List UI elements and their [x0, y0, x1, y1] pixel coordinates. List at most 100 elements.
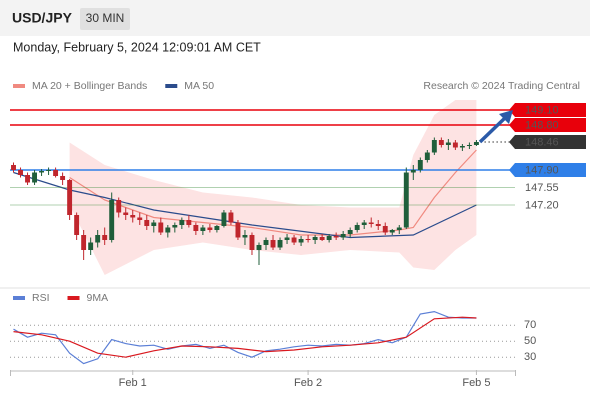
candle-body: [305, 239, 311, 240]
forecast-arrow: [478, 115, 508, 144]
legend-label: MA 20 + Bollinger Bands: [32, 80, 147, 92]
level-label: 149.10: [525, 104, 559, 116]
candle-body: [53, 170, 59, 176]
candle-body: [179, 220, 185, 225]
legend-swatch: [67, 296, 80, 300]
candle-body: [368, 222, 374, 224]
candle-body: [67, 180, 73, 215]
level-label: 148.46: [525, 136, 559, 148]
timeframe: 30 MIN: [86, 11, 125, 25]
level-box: [515, 163, 586, 177]
candle-body: [459, 146, 465, 148]
candle-body: [298, 239, 304, 243]
candle-body: [382, 226, 388, 233]
bollinger-band: [69, 100, 477, 275]
candle-body: [207, 227, 213, 230]
candle-body: [137, 217, 143, 220]
candle-body: [144, 220, 150, 226]
candle-body: [263, 240, 269, 245]
candle-body: [396, 227, 402, 230]
candle-body: [123, 212, 129, 215]
y-tick-label: 70: [524, 319, 536, 331]
rsi-line: [13, 316, 477, 358]
legend-label: RSI: [32, 292, 50, 304]
level-box-tip: [509, 135, 515, 149]
candle-body: [375, 224, 381, 226]
candle-body: [165, 227, 171, 233]
forecast-arrow-head: [499, 110, 513, 124]
level-box: [515, 118, 586, 132]
timeframe-badge: [80, 8, 130, 30]
candle-body: [81, 235, 87, 250]
candle-body: [200, 227, 206, 231]
candle-body: [291, 237, 297, 243]
candle-body: [235, 222, 241, 238]
candle-body: [312, 237, 318, 240]
candle-body: [130, 215, 136, 218]
candle-body: [11, 165, 16, 170]
candle-body: [214, 226, 220, 230]
candle-body: [158, 222, 164, 233]
subtitle: Monday, February 5, 2024 12:09:01 AM CET: [13, 40, 261, 54]
legend-swatch: [13, 296, 25, 300]
candle-body: [25, 175, 30, 183]
candle-body: [340, 234, 346, 238]
candle-body: [18, 170, 23, 175]
candle-body: [32, 172, 38, 183]
candle-body: [88, 242, 94, 250]
candle-body: [354, 225, 360, 230]
candle-body: [256, 245, 262, 250]
candle-body: [221, 212, 227, 226]
price-panel: 149.10 148.80 148.46 147.90 147.55 147.20 MA 2…: [10, 80, 586, 275]
candle-body: [193, 225, 199, 231]
moving-average: [69, 149, 477, 236]
candle-body: [284, 237, 290, 240]
level-label: 147.55: [525, 182, 559, 194]
candle-body: [46, 170, 52, 171]
candle-body: [389, 230, 395, 233]
level-box: [515, 135, 586, 149]
candle-body: [452, 142, 458, 148]
candle-body: [431, 140, 437, 153]
x-axis: [10, 370, 516, 372]
moving-average: [13, 171, 477, 239]
candle-body: [445, 142, 451, 145]
chart-title: USD/JPY: [12, 10, 73, 26]
legend-swatch: [165, 84, 178, 88]
candle-body: [347, 230, 353, 234]
legend-label: 9MA: [87, 292, 109, 304]
level-box-tip: [509, 103, 515, 117]
candle-body: [424, 152, 430, 160]
candle-body: [116, 200, 122, 213]
candle-body: [74, 215, 80, 235]
y-tick-label: 30: [524, 351, 536, 363]
level-label: 147.90: [525, 164, 559, 176]
legend-swatch: [13, 84, 25, 88]
candle-body: [319, 237, 325, 240]
level-box-tip: [509, 163, 515, 177]
y-tick-label: 50: [524, 335, 536, 347]
candle-body: [403, 172, 409, 228]
level-label: 147.20: [525, 199, 559, 211]
level-box-tip: [509, 118, 515, 132]
candle-body: [270, 240, 276, 248]
candle-body: [277, 240, 283, 248]
x-tick-label: Feb 2: [294, 377, 322, 389]
candle-body: [438, 140, 444, 145]
candle-body: [60, 176, 66, 180]
rsi-line: [13, 310, 477, 365]
candle-body: [249, 235, 255, 250]
candle-body: [102, 235, 108, 240]
candle-body: [228, 212, 234, 223]
candle-body: [417, 160, 423, 170]
candle-body: [39, 171, 45, 173]
candle-body: [361, 222, 367, 225]
candle-body: [473, 142, 479, 145]
x-tick-label: Feb 1: [119, 377, 147, 389]
candle-body: [109, 200, 115, 240]
legend-label: MA 50: [184, 80, 214, 92]
level-label: 148.80: [525, 119, 559, 131]
candle-body: [172, 225, 178, 228]
candle-body: [151, 222, 157, 226]
